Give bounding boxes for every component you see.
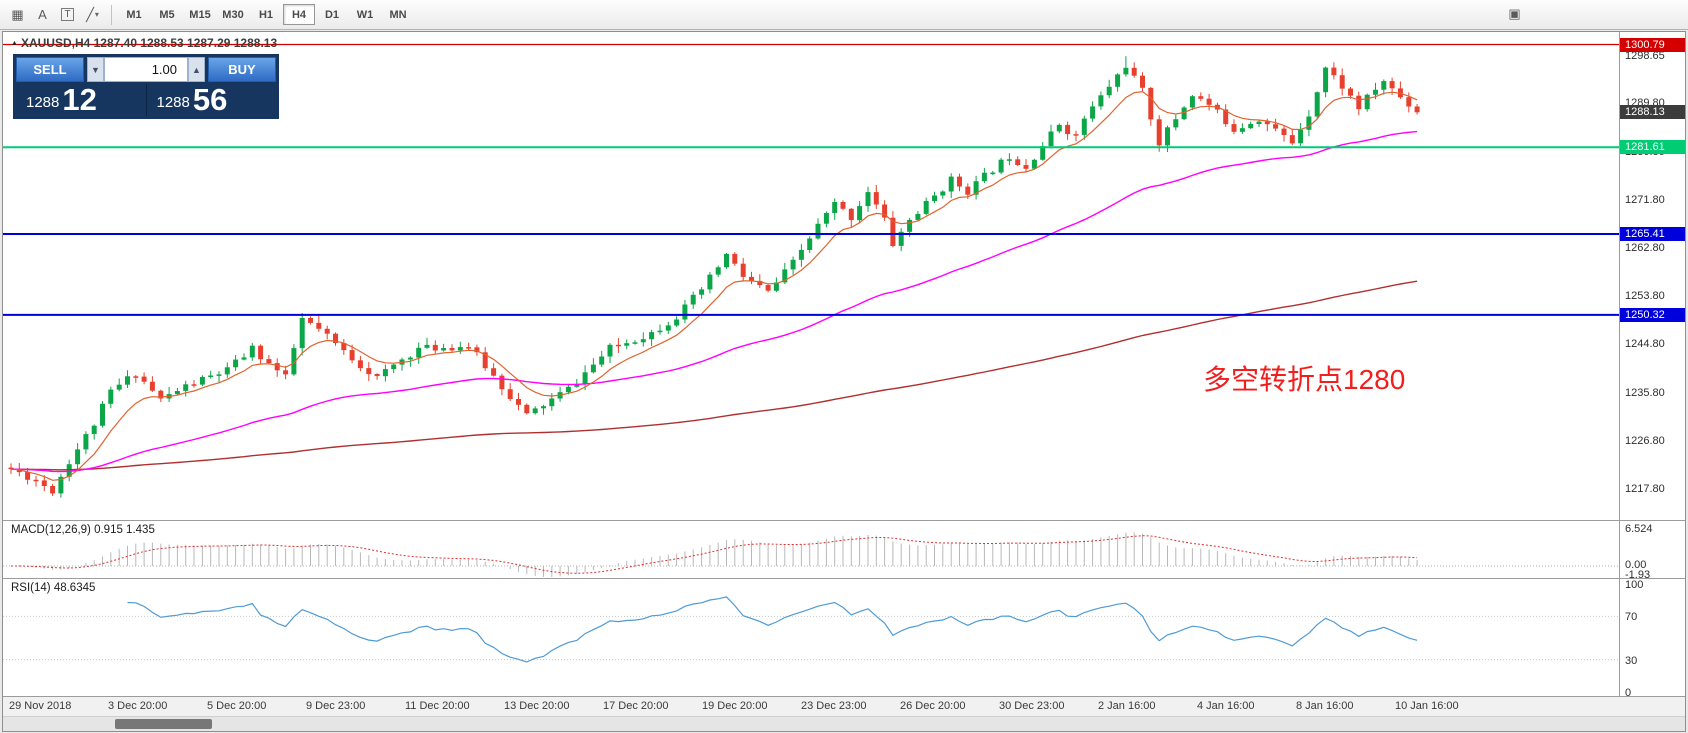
macd-scale-tick: 0.00 [1625,559,1647,571]
macd-scale-tick: -1.93 [1625,569,1651,581]
toolbar-timeframe-M15[interactable]: M15 [184,4,216,25]
toolbar-timeframe-H1[interactable]: H1 [250,4,282,25]
macd-label: MACD(12,26,9) 0.915 1.435 [11,524,155,536]
main-toolbar: ▦ A T ╱ ▾ M1 M5 M15 M30 H1 H4 D1 W1 MN ▣ [0,0,1688,30]
price-tag-blue: 1250.32 [1620,307,1685,322]
bottom-scrollbar[interactable] [3,716,1685,731]
toolbar-timeframe-M30[interactable]: M30 [217,4,249,25]
rsi-scale-tick: 100 [1625,579,1644,591]
time-label: 30 Dec 23:00 [999,700,1065,712]
chart-marker-icon: ▲ [11,40,18,47]
buy-button[interactable]: BUY [208,57,276,82]
chart-annotation: 多空转折点1280 [1203,364,1406,395]
toolbar-timeframe-M1[interactable]: M1 [118,4,150,25]
sell-button[interactable]: SELL [16,57,84,82]
time-label: 9 Dec 23:00 [306,700,366,712]
price-scale-tick: 1217.80 [1625,483,1665,496]
macd-scale-tick: 6.524 [1625,523,1653,535]
price-divider [145,84,147,117]
time-label: 29 Nov 2018 [9,700,72,712]
time-label: 23 Dec 23:00 [801,700,867,712]
chart-title: ▲ XAUUSD,H4 1287.40 1288.53 1287.29 1288.… [11,36,278,50]
volume-up-button[interactable]: ▲ [188,57,205,82]
rsi-label: RSI(14) 48.6345 [11,582,96,594]
volume-down-button[interactable]: ▼ [87,57,104,82]
time-axis: 29 Nov 2018 3 Dec 20:00 5 Dec 20:00 9 Dec 2… [3,697,1685,716]
price-scale-tick: 1235.80 [1625,386,1665,399]
price-scale-tick: 1298.65 [1625,49,1665,62]
price-tag-red: 1300.79 [1620,37,1685,52]
rsi-scale-tick: 70 [1625,611,1638,624]
time-label: 3 Dec 20:00 [108,700,168,712]
volume-input[interactable] [104,57,188,82]
panel-separator [3,696,1685,697]
sell-price-base: 1288 [26,94,60,112]
text-label-icon[interactable]: A [30,4,55,26]
price-tag-blue: 1265.41 [1620,227,1685,241]
sell-price-pips: 12 [62,82,97,117]
panel-separator[interactable] [3,520,1685,521]
toolbar-separator [111,4,112,25]
rsi-scale-tick: 0 [1625,687,1632,699]
price-scale-tick: 1271.80 [1625,193,1665,206]
templates-icon[interactable]: ▦ [5,4,30,26]
toolbar-timeframe-W1[interactable]: W1 [349,4,381,25]
buy-price-base: 1288 [156,94,190,112]
buy-price-pips: 56 [192,82,228,117]
price-scale-tick: 1253.80 [1625,290,1665,303]
time-label: 2 Jan 16:00 [1098,700,1156,712]
price-scale-tick: 1226.80 [1625,434,1665,447]
time-label: 17 Dec 20:00 [603,700,669,712]
panel-separator[interactable] [3,578,1685,579]
text-box-icon[interactable]: T [55,4,80,26]
toolbar-timeframe-M5[interactable]: M5 [151,4,183,25]
price-tag-current: 1288.13 [1620,105,1685,120]
time-label: 10 Jan 16:00 [1395,700,1459,712]
time-label: 5 Dec 20:00 [207,700,267,712]
timeframe-toolbar: M1 M5 M15 M30 H1 H4 D1 W1 MN [118,4,414,25]
sell-price[interactable]: 1288 12 [16,84,146,116]
toolbar-timeframe-H4[interactable]: H4 [283,4,315,25]
chart-window: ▲ XAUUSD,H4 1287.40 1288.53 1287.29 1288.… [2,31,1686,732]
volume-control: ▼ ▲ [87,57,205,82]
price-scale-tick: 1244.80 [1625,338,1665,351]
price-tag-green: 1281.61 [1620,140,1685,155]
time-label: 19 Dec 20:00 [702,700,768,712]
price-scale-separator [1619,32,1620,696]
toolbar-timeframe-MN[interactable]: MN [382,4,414,25]
toolbar-timeframe-D1[interactable]: D1 [316,4,348,25]
time-label: 8 Jan 16:00 [1296,700,1354,712]
time-label: 13 Dec 20:00 [504,700,570,712]
scrollbar-thumb[interactable] [115,719,212,729]
price-chart-canvas[interactable] [3,32,1619,696]
time-label: 11 Dec 20:00 [405,700,470,712]
buy-price[interactable]: 1288 56 [147,84,277,116]
rsi-scale-tick: 30 [1625,654,1638,667]
chart-window-icon[interactable]: ▣ [1502,3,1527,25]
price-scale-tick: 1262.80 [1625,242,1665,254]
time-label: 26 Dec 20:00 [900,700,966,712]
time-label: 4 Jan 16:00 [1197,700,1255,712]
shapes-dropdown-icon[interactable]: ╱ ▾ [80,4,105,26]
